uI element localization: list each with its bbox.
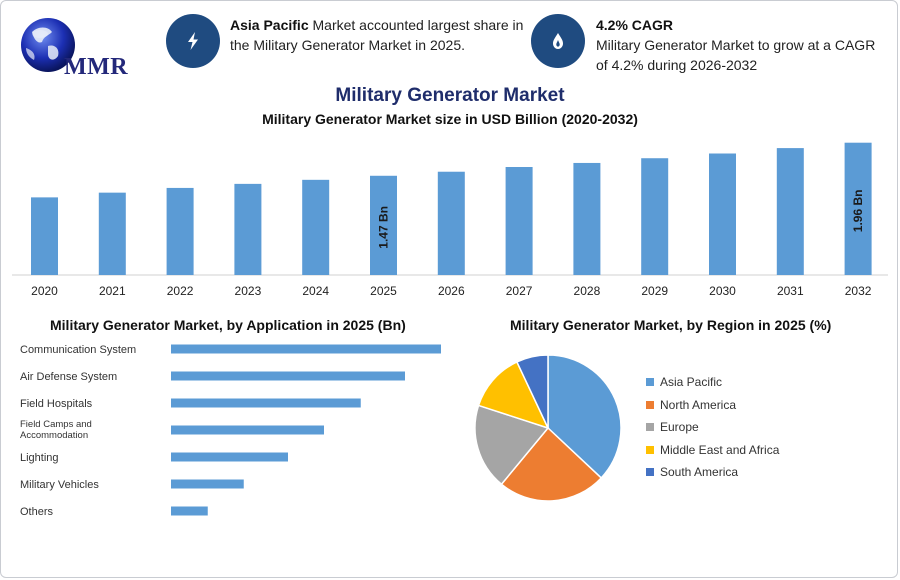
legend-item: Europe bbox=[646, 420, 699, 434]
info-bold: 4.2% CAGR bbox=[596, 17, 674, 33]
bar-2032 bbox=[844, 142, 872, 275]
pie-slice-middle-east-and-africa bbox=[477, 360, 550, 430]
legend-item: Middle East and Africa bbox=[646, 443, 779, 457]
category-label: Field Hospitals bbox=[20, 398, 93, 410]
category-label: Accommodation bbox=[20, 430, 88, 441]
x-tick-label: 2021 bbox=[99, 284, 126, 298]
bar-2023 bbox=[234, 183, 262, 275]
region-legend: Asia Pacific North America Europe Middle Ea… bbox=[646, 375, 846, 485]
logo-text: MMR bbox=[64, 54, 129, 80]
x-tick-label: 2025 bbox=[370, 284, 397, 298]
bar-2025 bbox=[370, 175, 397, 275]
category-label: Others bbox=[20, 506, 54, 518]
category-label: Military Vehicles bbox=[20, 479, 99, 491]
category-label: Communication System bbox=[20, 344, 136, 356]
legend-swatch bbox=[646, 423, 654, 431]
bar-2027 bbox=[505, 167, 533, 275]
main-title: Military Generator Market bbox=[335, 85, 565, 106]
legend-label: Asia Pacific bbox=[660, 375, 723, 389]
hbar-field-hospitals bbox=[171, 398, 361, 408]
legend-swatch bbox=[646, 400, 654, 409]
legend-item: Asia Pacific bbox=[646, 375, 722, 389]
hbar-communication-system bbox=[171, 344, 441, 354]
hbar-lighting bbox=[171, 452, 288, 462]
info-box-cagr: 4.2% CAGR Military Generator Market to g… bbox=[596, 15, 875, 75]
lightning-icon-circle bbox=[166, 14, 220, 68]
region-pie-chart bbox=[474, 354, 622, 502]
x-tick-label: 2020 bbox=[31, 284, 58, 298]
hbar-field-camps-and-accommodation bbox=[171, 425, 324, 435]
bar-2031 bbox=[776, 148, 804, 275]
hbar-air-defense-system bbox=[171, 371, 405, 381]
x-tick-label: 2026 bbox=[438, 284, 465, 298]
legend-swatch bbox=[646, 378, 654, 386]
x-tick-label: 2030 bbox=[709, 284, 736, 298]
pie-slice-asia-pacific bbox=[547, 354, 622, 480]
pie-slice-north-america bbox=[500, 426, 603, 502]
x-tick-label: 2029 bbox=[641, 284, 668, 298]
application-chart-title: Military Generator Market, by Applicatio… bbox=[50, 317, 406, 333]
bar-chart-title: Military Generator Market size in USD Bi… bbox=[262, 111, 638, 127]
cagr-icon-circle bbox=[531, 14, 585, 68]
legend-label: South America bbox=[660, 465, 739, 479]
market-size-bar-chart: 2020 2021 2022 2023 2024 2025 1.47 Bn 2026 2027 2… bbox=[12, 142, 888, 298]
info-line2: Military Generator Market to grow at a C… bbox=[596, 37, 876, 53]
legend-swatch bbox=[646, 468, 654, 476]
category-label: Lighting bbox=[20, 452, 59, 464]
bar-2022 bbox=[166, 187, 194, 275]
info-line3: of 4.2% during 2026-2032 bbox=[596, 57, 758, 73]
bar-2026 bbox=[437, 171, 465, 275]
bar-2024 bbox=[302, 179, 330, 275]
x-tick-label: 2024 bbox=[302, 284, 329, 298]
bar-2020 bbox=[31, 197, 58, 275]
category-label: Field Camps and bbox=[20, 419, 92, 430]
legend-item: South America bbox=[646, 465, 738, 479]
x-tick-label: 2023 bbox=[235, 284, 262, 298]
legend-item: North America bbox=[646, 398, 736, 412]
bar-2030 bbox=[709, 153, 736, 275]
pie-slice-south-america bbox=[515, 354, 549, 429]
globe-icon bbox=[21, 18, 75, 72]
info-bold: Asia Pacific bbox=[230, 17, 309, 33]
bar-data-label: 1.47 Bn bbox=[377, 206, 391, 249]
mmr-logo: MMR bbox=[18, 14, 138, 80]
application-bar-chart: Communication System Air Defense System Fi… bbox=[20, 344, 441, 518]
info-box-asia-pacific: Asia Pacific Market accounted largest sh… bbox=[230, 15, 523, 55]
region-chart-title: Military Generator Market, by Region in … bbox=[510, 317, 832, 333]
x-tick-label: 2027 bbox=[506, 284, 533, 298]
x-tick-label: 2031 bbox=[777, 284, 804, 298]
category-label: Air Defense System bbox=[20, 371, 117, 383]
legend-label: Middle East and Africa bbox=[660, 442, 780, 457]
legend-label: North America bbox=[660, 397, 737, 412]
info-line2: the Military Generator Market in 2025. bbox=[230, 37, 465, 53]
legend-label: Europe bbox=[660, 420, 699, 434]
lightning-icon bbox=[188, 32, 198, 50]
legend-swatch bbox=[646, 445, 654, 454]
bar-2021 bbox=[98, 192, 126, 275]
hbar-military-vehicles bbox=[171, 479, 244, 489]
flame-drop-icon bbox=[553, 33, 563, 49]
x-tick-label: 2028 bbox=[574, 284, 601, 298]
bar-data-label: 1.96 Bn bbox=[851, 190, 865, 233]
bar-2029 bbox=[641, 158, 669, 275]
info-line1: Market accounted largest share in bbox=[308, 17, 524, 33]
bar-2028 bbox=[573, 162, 601, 275]
pie-slice-europe bbox=[474, 404, 550, 486]
x-tick-label: 2032 bbox=[845, 284, 872, 298]
x-tick-label: 2022 bbox=[167, 284, 194, 298]
hbar-others bbox=[171, 506, 208, 516]
